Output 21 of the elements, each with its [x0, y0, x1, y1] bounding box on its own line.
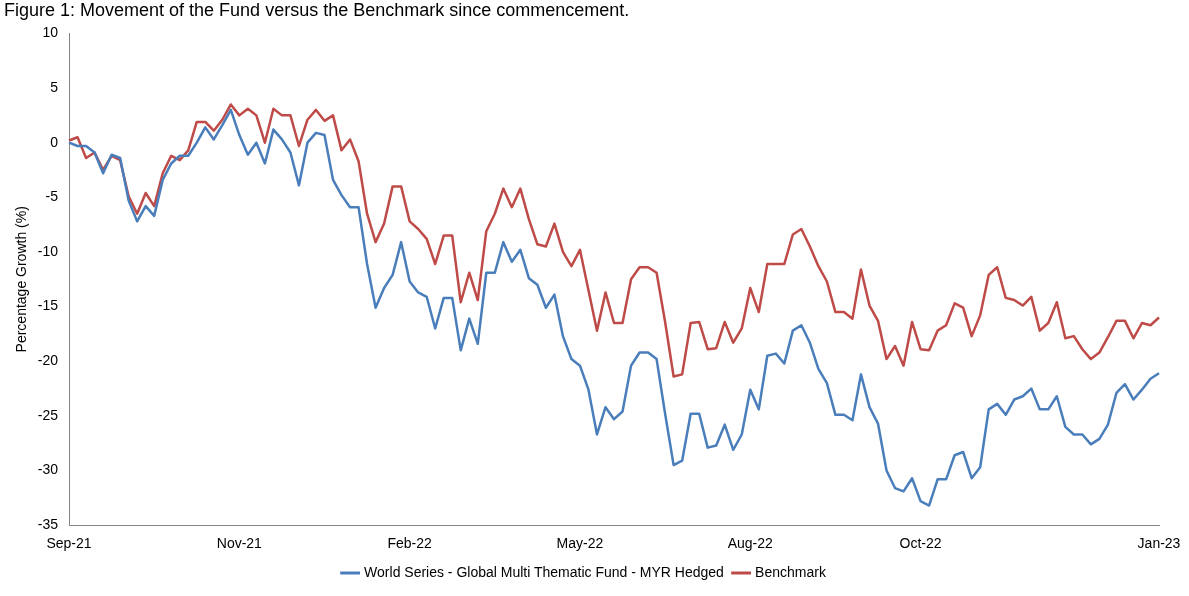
y-axis-title: Percentage Growth (%): [13, 206, 30, 353]
y-tick-label: -25: [37, 406, 59, 423]
y-tick-label: -5: [45, 188, 59, 205]
y-tick-label: -35: [37, 516, 59, 533]
legend-label: Benchmark: [755, 563, 827, 580]
y-tick-label: -30: [37, 461, 59, 478]
x-tick-label: Jan-23: [1137, 535, 1181, 552]
x-tick-label: Sep-21: [46, 535, 92, 552]
y-tick-label: 10: [42, 24, 59, 41]
x-tick-label: Oct-22: [899, 535, 942, 552]
y-tick-label: 0: [50, 133, 59, 150]
legend-label: World Series - Global Multi Thematic Fund - MYR Hedged: [364, 563, 724, 580]
x-tick-label: Feb-22: [387, 535, 433, 552]
y-tick-label: -20: [37, 352, 59, 369]
x-tick-label: May-22: [556, 535, 604, 552]
chart-title: Figure 1: Movement of the Fund versus the Benchmark since commencement.: [4, 0, 630, 21]
y-tick-label: -10: [37, 242, 59, 259]
y-tick-label: 5: [50, 78, 59, 95]
x-tick-label: Aug-22: [727, 535, 774, 552]
y-tick-label: -15: [37, 297, 59, 314]
x-tick-label: Nov-21: [216, 535, 263, 552]
